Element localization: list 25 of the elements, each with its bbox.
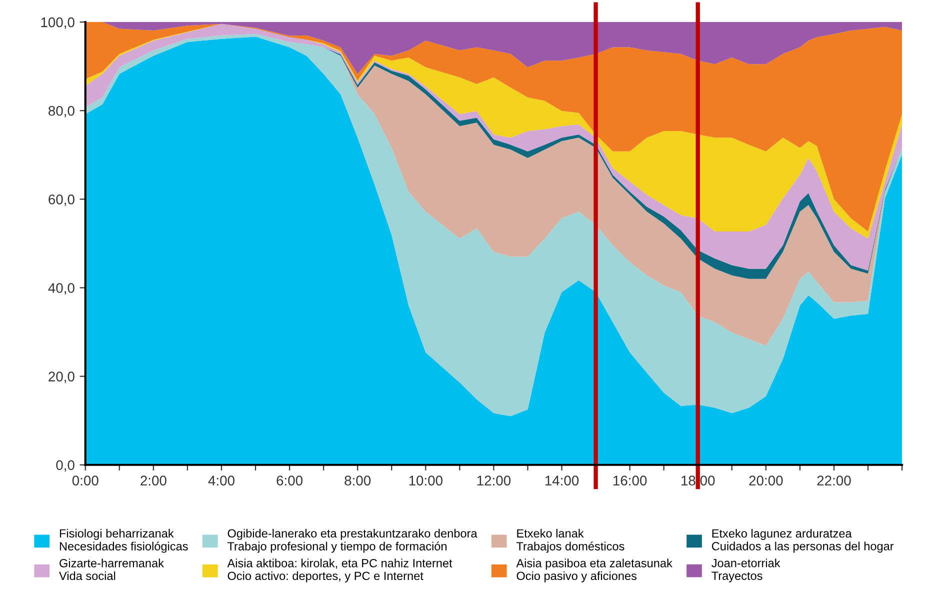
y-tick-label: 40,0	[48, 283, 74, 295]
y-tick-label: 80,0	[48, 106, 74, 118]
x-tick-label: 4:00	[208, 476, 234, 486]
x-tick-label: 8:00	[344, 476, 371, 486]
x-tick-label: 0:00	[72, 476, 98, 486]
legend-label: Ogibide-lanerako eta prestakuntzarako denbora Trabajo profesional y tiempo de formación	[227, 528, 478, 553]
legend-label: Etxeko lanak Trabajos domésticos	[516, 528, 624, 553]
legend-label: Etxeko lagunez arduratzea Cuidados a las personas del hogar	[712, 528, 894, 553]
x-tick-label: 20:00	[749, 476, 783, 486]
legend-label: Gizarte-harremanak Vida social	[59, 558, 164, 580]
legend-label: Aisia aktiboa: kirolak, eta PC nahiz Internet Ocio activo: deportes, y PC e Internet	[227, 558, 452, 582]
x-tick-label: 12:00	[477, 476, 511, 486]
y-tick-label: 20,0	[48, 372, 74, 384]
legend-label: Aisia pasiboa eta zaletasunak Ocio pasivo y aficiones	[516, 558, 672, 582]
x-tick-label: 6:00	[276, 476, 303, 486]
y-tick-label: 60,0	[48, 194, 74, 206]
legend-label: Fisiologi beharrizanak Necesidades fisiológicas	[60, 528, 188, 553]
x-tick-label: 10:00	[409, 476, 442, 486]
legend-label: Joan-etorriak Trayectos	[712, 558, 780, 582]
y-tick-label: 100,0	[41, 17, 74, 29]
x-tick-label: 14:00	[545, 476, 579, 486]
x-tick-label: 22:00	[817, 476, 851, 486]
x-tick-label: 16:00	[613, 476, 647, 486]
y-tick-label: 0,0	[56, 460, 74, 472]
x-tick-label: 2:00	[140, 476, 166, 486]
